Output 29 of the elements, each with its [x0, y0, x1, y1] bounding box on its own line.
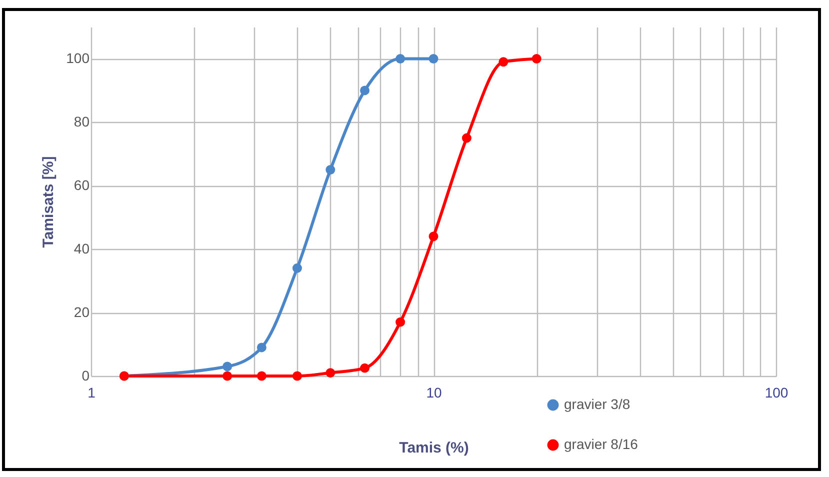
point — [256, 371, 266, 381]
point — [360, 86, 370, 96]
legend-label: gravier 3/8 — [564, 396, 630, 412]
y-tick-label: 100 — [66, 50, 90, 66]
point — [222, 362, 232, 372]
legend-label: gravier 8/16 — [564, 436, 638, 452]
point — [326, 368, 336, 378]
x-axis-title: Tamis (%) — [399, 440, 469, 456]
point — [396, 317, 406, 327]
point — [292, 371, 302, 381]
y-tick-label: 20 — [74, 304, 90, 320]
point — [532, 54, 542, 64]
point — [498, 57, 508, 67]
y-tick-label: 80 — [74, 114, 90, 130]
y-tick-label: 40 — [74, 240, 90, 257]
y-axis-title: Tamisats [%] — [40, 156, 58, 248]
point — [292, 263, 302, 273]
point — [396, 54, 406, 64]
y-tick-label: 0 — [82, 368, 90, 384]
x-tick-label: 1 — [88, 384, 96, 400]
point — [428, 232, 438, 242]
y-tick-label: 60 — [74, 177, 90, 194]
point — [326, 165, 336, 175]
point — [222, 371, 232, 381]
point — [360, 363, 370, 373]
x-tick-label: 100 — [764, 384, 788, 400]
point — [428, 54, 438, 64]
x-tick-label: 10 — [426, 384, 442, 400]
point — [256, 342, 266, 352]
